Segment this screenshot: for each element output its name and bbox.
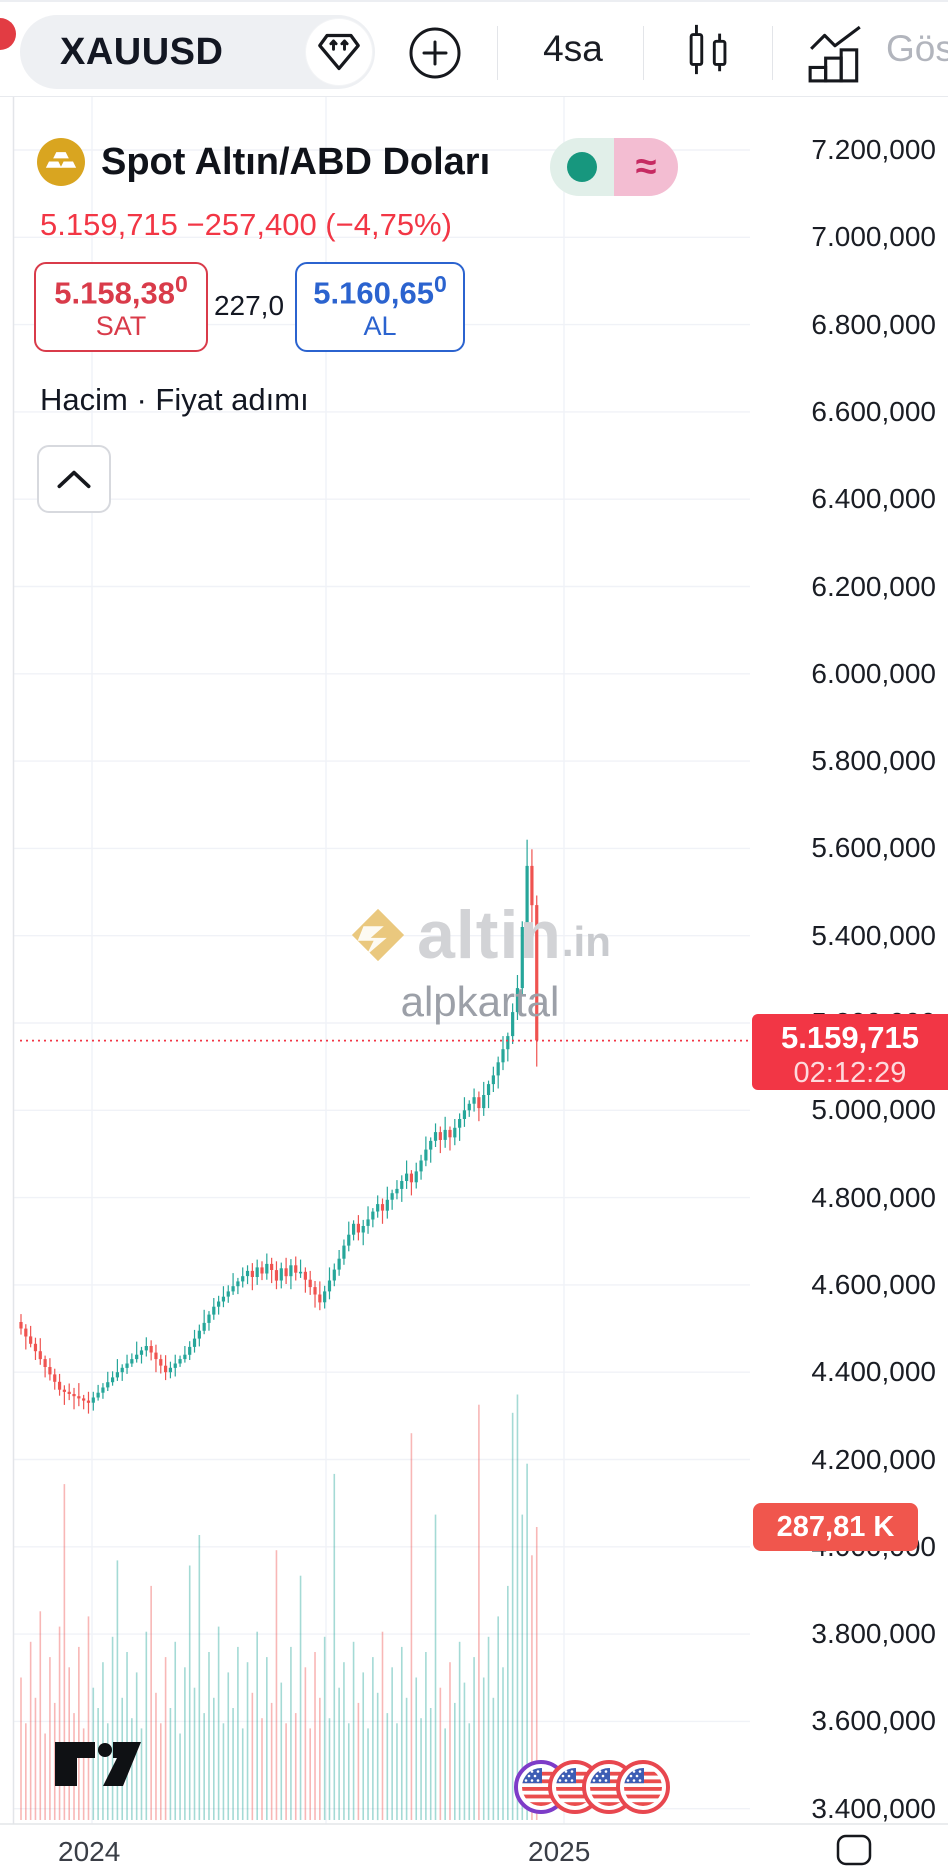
y-axis-label: 4.800,000 — [811, 1181, 936, 1213]
y-axis-label: 3.400,000 — [811, 1792, 936, 1824]
bar-countdown: 02:12:29 — [793, 1056, 907, 1089]
price-change-line: 5.159,715 −257,400 (−4,75%) — [40, 207, 452, 242]
spread-value: 227,0 — [213, 290, 285, 321]
indicators-button[interactable] — [806, 24, 866, 84]
chevron-up-icon — [57, 470, 91, 489]
delayed-data-indicator: ≈ — [614, 138, 678, 196]
y-axis-label: 5.800,000 — [811, 745, 936, 777]
last-price-flag: 5.159,715 02:12:29 — [752, 1013, 948, 1090]
y-axis-label: 4.200,000 — [811, 1443, 936, 1475]
last-price-value: 5.159,715 — [781, 1019, 919, 1055]
buy-button[interactable]: 5.160,650 AL — [295, 262, 465, 352]
chart-type-button[interactable] — [681, 22, 737, 78]
sell-label: SAT — [95, 311, 147, 342]
y-axis-label: 4.600,000 — [811, 1268, 936, 1300]
y-axis-label: 6.400,000 — [811, 483, 936, 515]
instrument-title[interactable]: Spot Altın/ABD Doları — [101, 140, 491, 183]
market-status-pill[interactable]: ≈ — [550, 138, 678, 196]
y-axis-label: 6.200,000 — [811, 570, 936, 602]
indicators-label[interactable]: Gös — [886, 28, 948, 69]
toolbar-divider — [497, 26, 498, 80]
y-axis-label: 5.000,000 — [811, 1094, 936, 1126]
y-axis-label: 6.800,000 — [811, 308, 936, 340]
indicator-summary-label[interactable]: Hacim · Fiyat adımı — [40, 382, 309, 417]
candlestick-icon — [689, 24, 727, 75]
diamond-icon — [306, 19, 372, 85]
y-axis-label: 6.600,000 — [811, 395, 936, 427]
add-symbol-button[interactable] — [408, 26, 462, 80]
tradingview-logo[interactable] — [53, 1738, 145, 1790]
symbol-selector[interactable]: XAUUSD — [20, 15, 375, 89]
symbol-name: XAUUSD — [60, 30, 224, 73]
y-axis-label: 4.400,000 — [811, 1356, 936, 1388]
toolbar-divider — [772, 26, 773, 80]
y-axis-label: 6.000,000 — [811, 657, 936, 689]
y-axis-label: 3.800,000 — [811, 1618, 936, 1650]
volume-flag: 287,81 K — [753, 1503, 918, 1551]
buy-price: 5.160,650 — [313, 271, 447, 311]
y-axis-label: 7.000,000 — [811, 221, 936, 253]
us-flag-icon — [616, 1760, 670, 1814]
timeframe-button[interactable]: 4sa — [543, 28, 603, 69]
sell-price: 5.158,380 — [54, 271, 188, 311]
notification-badge — [0, 18, 16, 50]
gold-icon — [37, 138, 85, 186]
green-dot-icon — [567, 152, 597, 182]
y-axis-label: 3.600,000 — [811, 1705, 936, 1737]
plus-icon — [409, 27, 461, 79]
y-axis-label: 5.400,000 — [811, 919, 936, 951]
volume-value: 287,81 K — [776, 1510, 895, 1543]
indicators-icon — [808, 25, 861, 83]
buy-label: AL — [363, 311, 397, 342]
sell-button[interactable]: 5.158,380 SAT — [34, 262, 208, 352]
market-open-indicator — [550, 138, 614, 196]
y-axis-label: 5.600,000 — [811, 832, 936, 864]
y-axis-label: 7.200,000 — [811, 134, 936, 165]
toolbar-divider — [643, 26, 644, 80]
top-toolbar: XAUUSD 4sa — [0, 0, 948, 97]
x-axis-label: 2025 — [528, 1836, 591, 1867]
panel-toggle-icon[interactable] — [836, 1834, 872, 1866]
x-axis-label: 2024 — [58, 1836, 121, 1867]
approx-icon: ≈ — [635, 145, 657, 188]
collapse-panel-button[interactable] — [37, 445, 111, 513]
